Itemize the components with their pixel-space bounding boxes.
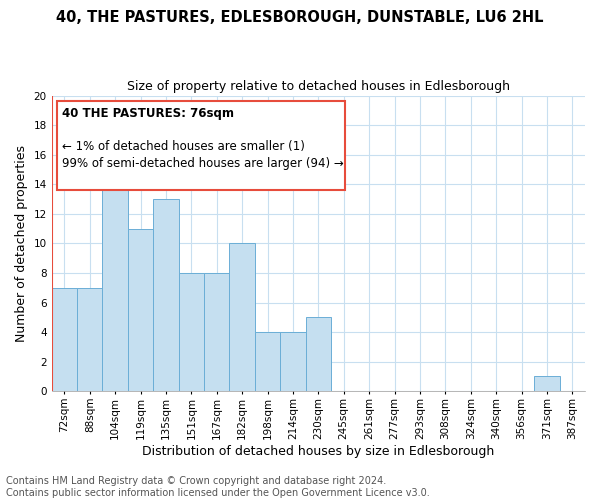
Bar: [153, 199, 179, 392]
FancyBboxPatch shape: [57, 102, 345, 190]
Text: 40, THE PASTURES, EDLESBOROUGH, DUNSTABLE, LU6 2HL: 40, THE PASTURES, EDLESBOROUGH, DUNSTABL…: [56, 10, 544, 25]
X-axis label: Distribution of detached houses by size in Edlesborough: Distribution of detached houses by size …: [142, 444, 494, 458]
Bar: [280, 332, 305, 392]
Text: ← 1% of detached houses are smaller (1)
99% of semi-detached houses are larger (: ← 1% of detached houses are smaller (1) …: [62, 140, 344, 170]
Y-axis label: Number of detached properties: Number of detached properties: [15, 145, 28, 342]
Bar: [534, 376, 560, 392]
Bar: [103, 140, 128, 392]
Bar: [305, 318, 331, 392]
Bar: [204, 273, 229, 392]
Bar: [255, 332, 280, 392]
Bar: [179, 273, 204, 392]
Bar: [128, 228, 153, 392]
Bar: [52, 288, 77, 392]
Text: Contains HM Land Registry data © Crown copyright and database right 2024.
Contai: Contains HM Land Registry data © Crown c…: [6, 476, 430, 498]
Title: Size of property relative to detached houses in Edlesborough: Size of property relative to detached ho…: [127, 80, 510, 93]
Text: 40 THE PASTURES: 76sqm: 40 THE PASTURES: 76sqm: [62, 108, 235, 120]
Bar: [229, 244, 255, 392]
Bar: [77, 288, 103, 392]
